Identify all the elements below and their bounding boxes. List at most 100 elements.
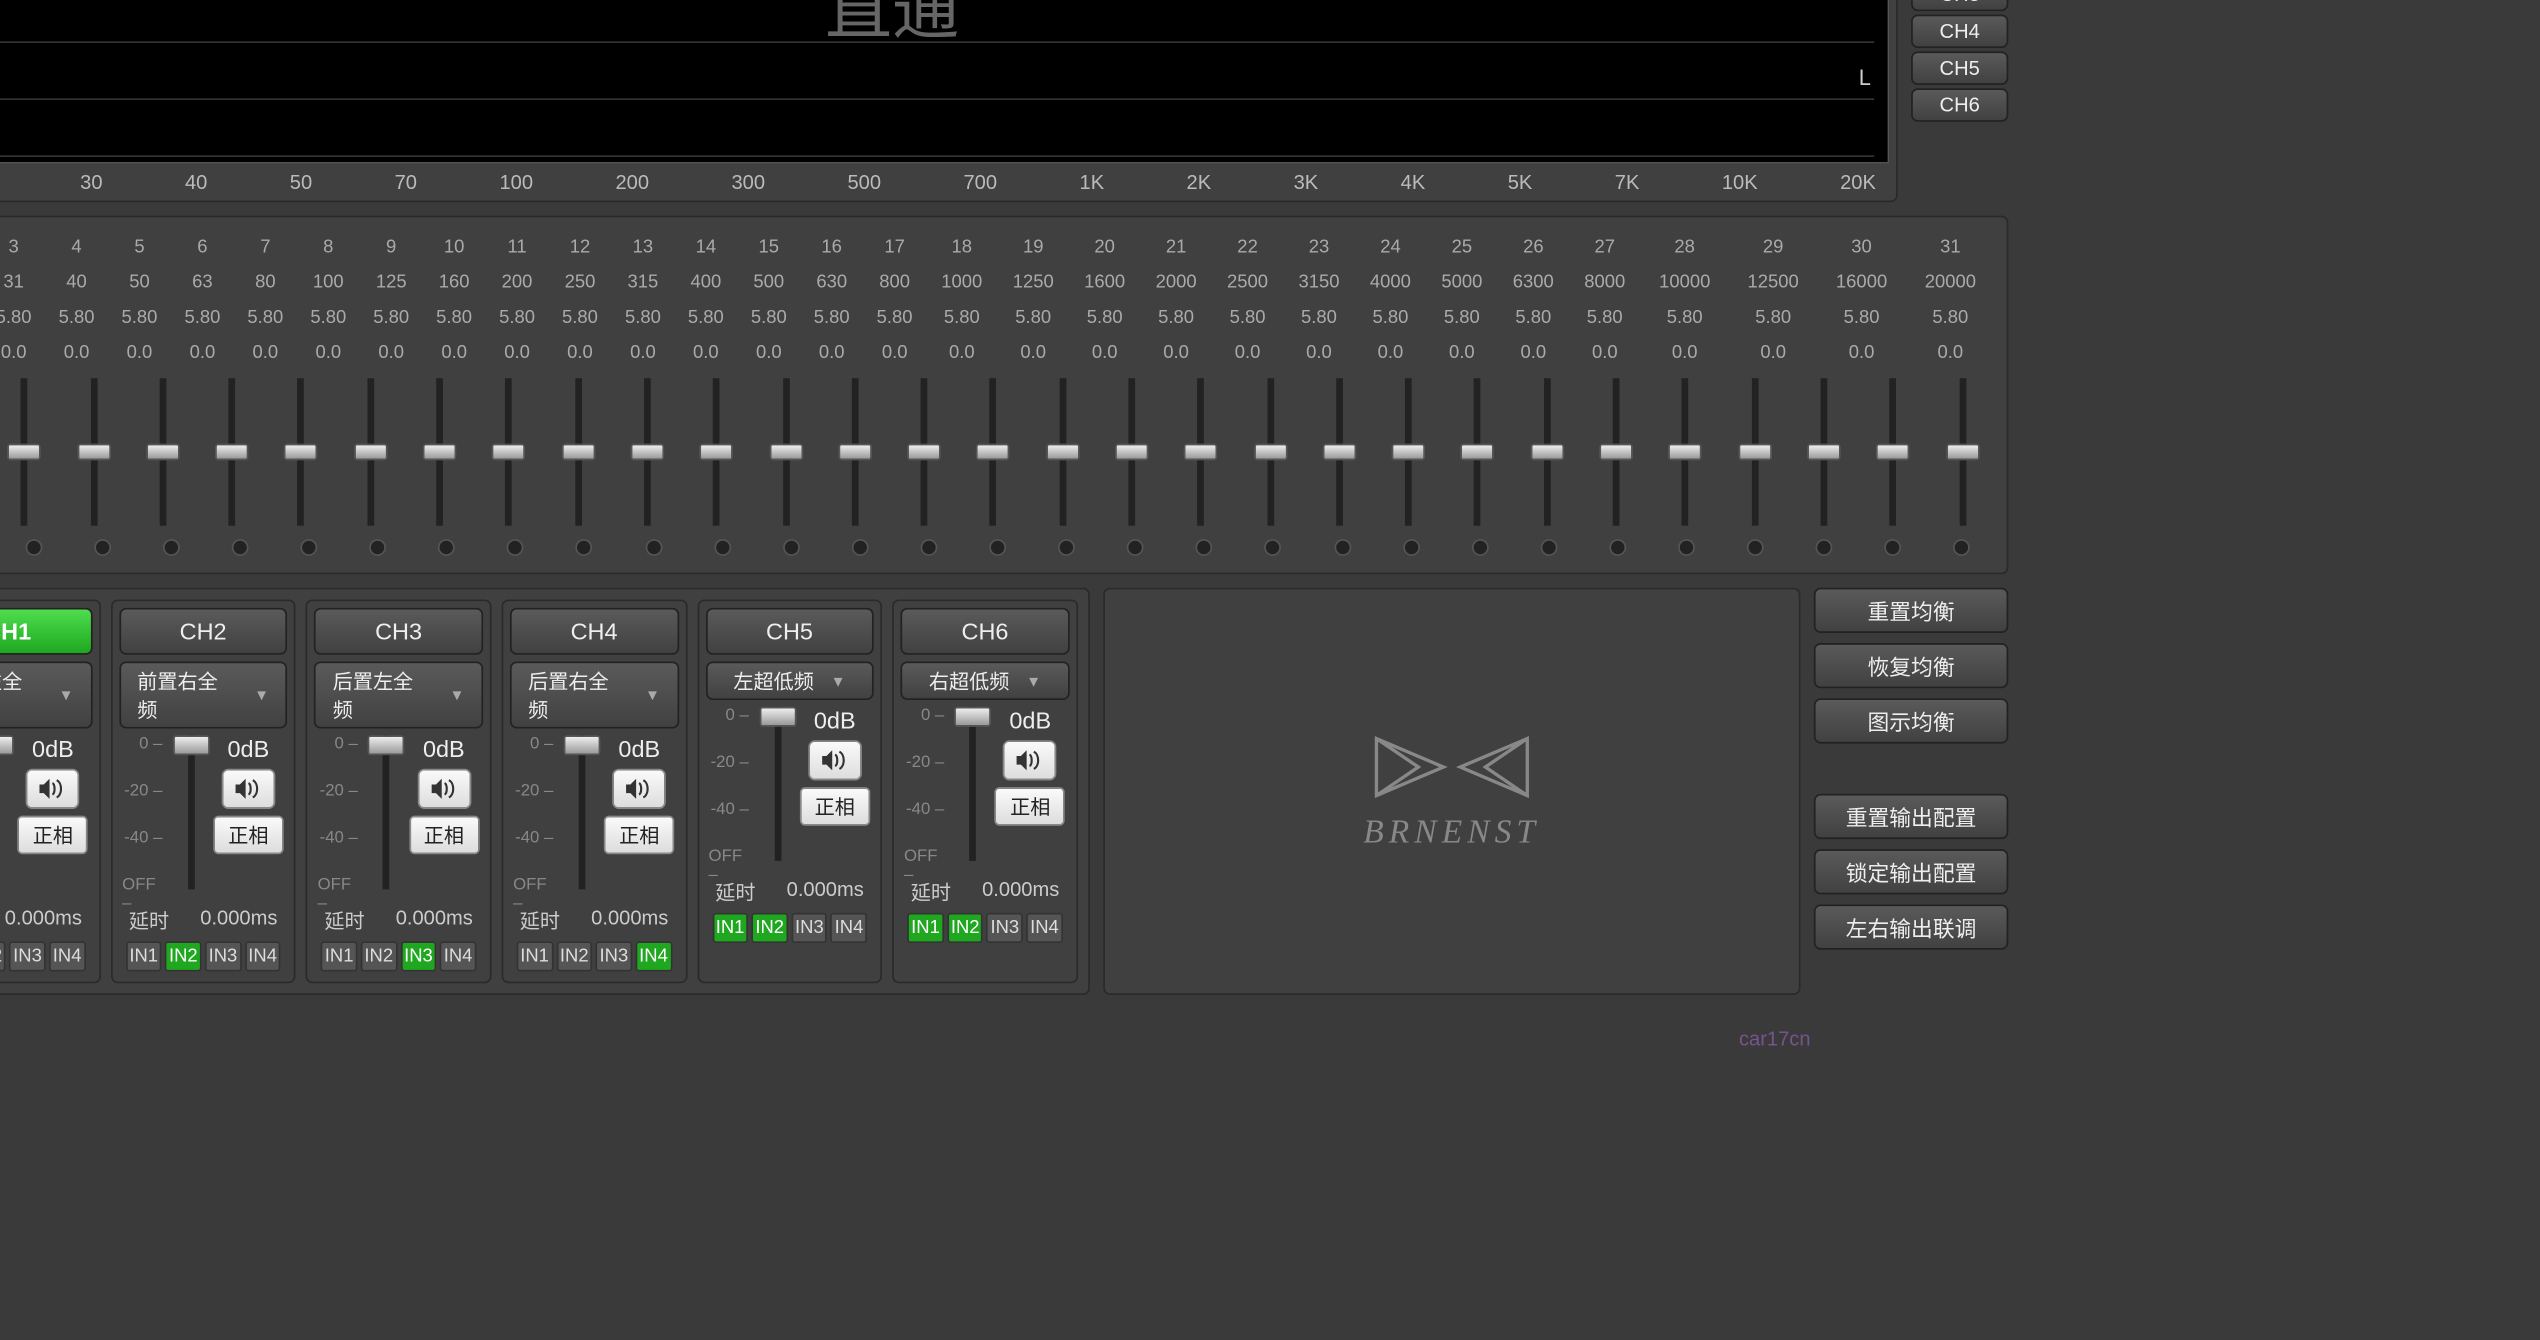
eq-band-bypass[interactable]	[1334, 539, 1351, 556]
eq-band-slider[interactable]	[1821, 378, 1828, 525]
eq-band-slider[interactable]	[1959, 378, 1966, 525]
input-toggle[interactable]: IN1	[126, 941, 162, 971]
eq-band-bypass[interactable]	[852, 539, 869, 556]
channel-tab[interactable]: CH5	[1911, 51, 2008, 85]
channel-type-select[interactable]: 左超低频	[705, 661, 874, 700]
input-toggle[interactable]: IN4	[831, 913, 867, 943]
channel-select[interactable]: CH4	[510, 608, 679, 655]
eq-band-bypass[interactable]	[576, 539, 593, 556]
channel-delay-value[interactable]: 0.000ms	[5, 906, 82, 934]
eq-band-bypass[interactable]	[370, 539, 387, 556]
input-toggle[interactable]: IN1	[321, 941, 357, 971]
channel-tab[interactable]: CH3	[1911, 0, 2008, 11]
channel-mute-button[interactable]	[808, 740, 862, 780]
input-toggle[interactable]: IN3	[9, 941, 45, 971]
channel-gain-slider[interactable]	[176, 735, 206, 896]
input-toggle[interactable]: IN2	[0, 941, 6, 971]
channel-delay-value[interactable]: 0.000ms	[787, 878, 864, 906]
channel-delay-value[interactable]: 0.000ms	[982, 878, 1059, 906]
input-toggle[interactable]: IN3	[205, 941, 241, 971]
input-toggle[interactable]: IN1	[516, 941, 552, 971]
channel-type-select[interactable]: 前置右全频	[119, 661, 288, 728]
input-toggle[interactable]: IN3	[987, 913, 1023, 943]
eq-band-bypass[interactable]	[1196, 539, 1213, 556]
eq-band-slider[interactable]	[1751, 378, 1758, 525]
eq-band-slider[interactable]	[1267, 378, 1274, 525]
channel-gain-slider[interactable]	[958, 707, 988, 868]
channel-gain-slider[interactable]	[567, 735, 597, 896]
eq-band-slider[interactable]	[1613, 378, 1620, 525]
channel-gain-slider[interactable]	[762, 707, 792, 868]
channel-delay-value[interactable]: 0.000ms	[200, 906, 277, 934]
input-toggle[interactable]: IN3	[791, 913, 827, 943]
channel-type-select[interactable]: 后置右全频	[510, 661, 679, 728]
phase-button[interactable]: 正相	[409, 816, 479, 855]
eq-band-slider[interactable]	[575, 378, 582, 525]
channel-type-select[interactable]: 右超低频	[901, 661, 1070, 700]
link-lr-button[interactable]: 左右输出联调	[1814, 904, 2008, 949]
reset-eq-button[interactable]: 重置均衡	[1814, 588, 2008, 633]
channel-type-select[interactable]: 前置左全频	[0, 661, 92, 728]
eq-band-bypass[interactable]	[25, 539, 42, 556]
phase-button[interactable]: 正相	[213, 816, 283, 855]
input-toggle[interactable]: IN4	[1026, 913, 1062, 943]
channel-mute-button[interactable]	[26, 769, 80, 809]
channel-select[interactable]: CH3	[314, 608, 483, 655]
eq-graph[interactable]: 直通 H L 1050dB-5-10-151234567891011121314…	[0, 0, 1889, 164]
phase-button[interactable]: 正相	[995, 787, 1065, 826]
eq-band-bypass[interactable]	[1471, 539, 1488, 556]
phase-button[interactable]: 正相	[800, 787, 870, 826]
input-toggle[interactable]: IN2	[165, 941, 201, 971]
channel-mute-button[interactable]	[613, 769, 667, 809]
channel-mute-button[interactable]	[1003, 740, 1057, 780]
restore-eq-button[interactable]: 恢复均衡	[1814, 643, 2008, 688]
eq-band-slider[interactable]	[782, 378, 789, 525]
input-toggle[interactable]: IN1	[712, 913, 748, 943]
eq-band-slider[interactable]	[1336, 378, 1343, 525]
eq-band-bypass[interactable]	[1885, 539, 1902, 556]
eq-band-slider[interactable]	[1128, 378, 1135, 525]
channel-gain-slider[interactable]	[0, 735, 11, 896]
input-toggle[interactable]: IN2	[556, 941, 592, 971]
eq-band-bypass[interactable]	[1747, 539, 1764, 556]
channel-delay-value[interactable]: 0.000ms	[396, 906, 473, 934]
eq-band-bypass[interactable]	[645, 539, 662, 556]
input-toggle[interactable]: IN2	[361, 941, 397, 971]
eq-band-bypass[interactable]	[1058, 539, 1075, 556]
input-toggle[interactable]: IN4	[49, 941, 85, 971]
eq-band-slider[interactable]	[21, 378, 28, 525]
eq-band-slider[interactable]	[921, 378, 928, 525]
eq-band-slider[interactable]	[1405, 378, 1412, 525]
eq-band-slider[interactable]	[713, 378, 720, 525]
channel-delay-value[interactable]: 0.000ms	[591, 906, 668, 934]
eq-band-bypass[interactable]	[783, 539, 800, 556]
input-toggle[interactable]: IN2	[947, 913, 983, 943]
eq-band-bypass[interactable]	[714, 539, 731, 556]
channel-gain-slider[interactable]	[371, 735, 401, 896]
channel-type-select[interactable]: 后置左全频	[314, 661, 483, 728]
eq-band-bypass[interactable]	[1816, 539, 1833, 556]
eq-band-slider[interactable]	[1198, 378, 1205, 525]
eq-band-bypass[interactable]	[1954, 539, 1971, 556]
eq-band-bypass[interactable]	[1127, 539, 1144, 556]
channel-select[interactable]: CH1	[0, 608, 92, 655]
eq-band-bypass[interactable]	[301, 539, 318, 556]
phase-button[interactable]: 正相	[604, 816, 674, 855]
eq-band-slider[interactable]	[1474, 378, 1481, 525]
graphic-eq-button[interactable]: 图示均衡	[1814, 698, 2008, 743]
eq-band-slider[interactable]	[298, 378, 305, 525]
eq-band-bypass[interactable]	[163, 539, 180, 556]
channel-select[interactable]: CH5	[705, 608, 874, 655]
eq-band-slider[interactable]	[159, 378, 166, 525]
input-toggle[interactable]: IN4	[244, 941, 280, 971]
reset-output-button[interactable]: 重置输出配置	[1814, 794, 2008, 839]
eq-band-slider[interactable]	[1059, 378, 1066, 525]
eq-band-slider[interactable]	[644, 378, 651, 525]
eq-band-slider[interactable]	[1544, 378, 1551, 525]
eq-band-slider[interactable]	[990, 378, 997, 525]
eq-band-slider[interactable]	[852, 378, 859, 525]
eq-band-slider[interactable]	[90, 378, 97, 525]
lock-output-button[interactable]: 锁定输出配置	[1814, 849, 2008, 894]
input-toggle[interactable]: IN2	[752, 913, 788, 943]
eq-band-bypass[interactable]	[920, 539, 937, 556]
